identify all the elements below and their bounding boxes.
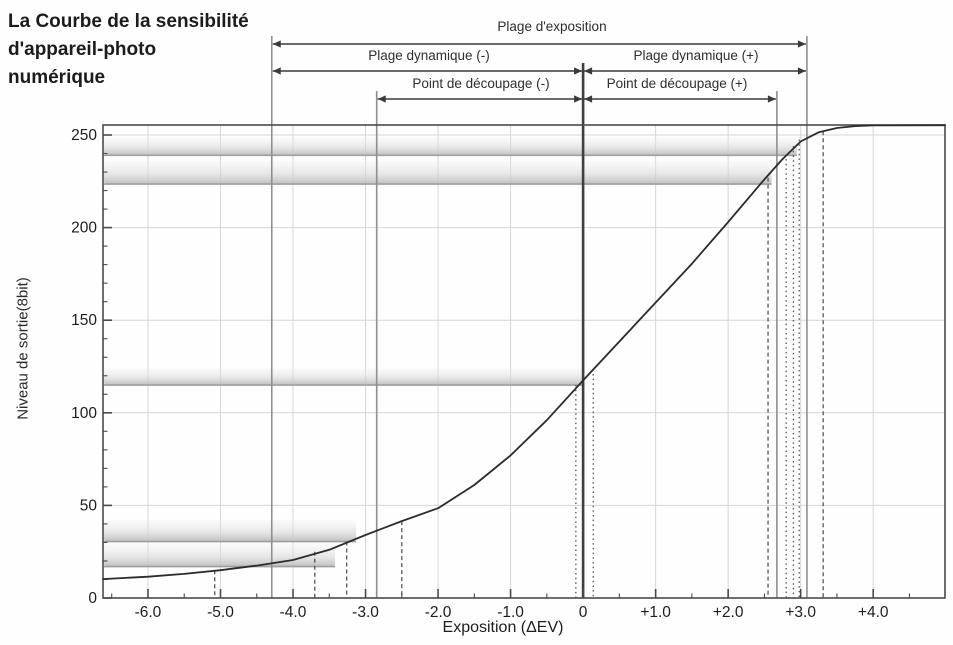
gray-bands [104, 137, 798, 568]
x-tick-label: -2.0 [425, 604, 452, 621]
gray-band [104, 368, 585, 386]
annotation-arrow [584, 95, 776, 103]
annotation-dynamic-range-pos: Plage dynamique (+) [633, 48, 759, 63]
annotation-arrow [377, 95, 583, 103]
gray-band [104, 137, 798, 157]
chart-title-line2: d'appareil-photo [8, 39, 157, 60]
x-tick-label: -3.0 [352, 604, 379, 621]
y-tick-label: 200 [71, 220, 97, 237]
sensitivity-curve [102, 124, 946, 580]
tick-labels: -6.0 -5.0 -4.0 -3.0 -2.0 -1.0 0 +1.0 +2.0 +3.0 +4.… [71, 127, 889, 621]
x-tick-label: -1.0 [497, 604, 524, 621]
annotation-arrow [584, 67, 806, 75]
chart-title: La Courbe de la sensibilité d'appareil-p… [8, 8, 278, 92]
gray-band [104, 160, 772, 185]
y-tick-label: 250 [71, 127, 97, 144]
y-tick-label: 0 [88, 590, 97, 607]
x-tick-label: -5.0 [207, 604, 234, 621]
y-tick-label: 50 [80, 497, 98, 514]
annotation-exposure-range: Plage d'exposition [497, 19, 607, 34]
plot-frame [102, 124, 946, 599]
annotation-clipping-point-neg: Point de découpage (-) [412, 76, 550, 91]
annotation-arrows [272, 40, 806, 103]
annotation-dynamic-range-neg: Plage dynamique (-) [368, 48, 490, 63]
range-boundary-lines [270, 36, 808, 598]
x-tick-label: +1.0 [640, 604, 671, 621]
dashed-drop-lines [214, 131, 824, 598]
x-tick-label: +3.0 [785, 604, 816, 621]
x-tick-label: +4.0 [858, 604, 889, 621]
x-tick-label: 0 [579, 604, 588, 621]
chart-title-line1: La Courbe de la sensibilité [8, 11, 249, 32]
y-tick-label: 150 [71, 312, 97, 329]
annotation-arrow [272, 67, 583, 75]
gray-band [104, 544, 336, 568]
chart-title-line3: numérique [8, 67, 106, 88]
gray-band [104, 520, 357, 543]
x-tick-label: +2.0 [713, 604, 744, 621]
annotation-arrow [272, 40, 806, 48]
x-tick-label: -4.0 [280, 604, 307, 621]
y-tick-label: 100 [71, 405, 97, 422]
axis-ticks [103, 134, 911, 599]
x-tick-label: -6.0 [135, 604, 162, 621]
y-axis-title: Niveau de sortie(8bit) [14, 277, 32, 420]
annotation-clipping-point-pos: Point de découpage (+) [606, 76, 748, 91]
x-axis-title: Exposition (ΔEV) [442, 619, 564, 636]
